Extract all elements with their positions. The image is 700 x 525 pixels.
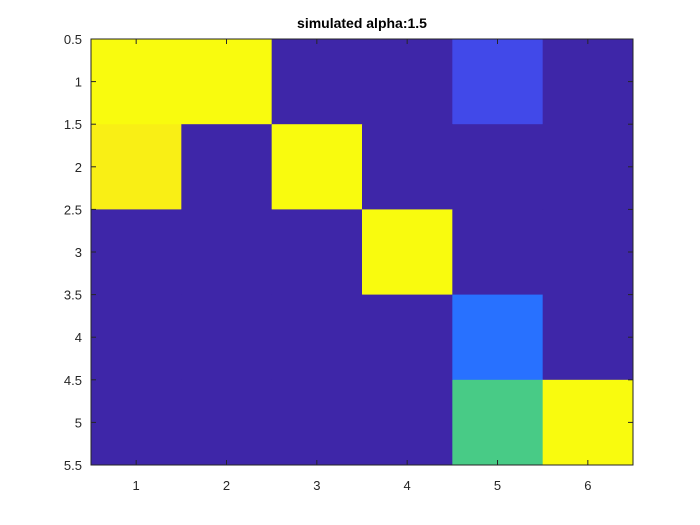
heatmap-cell-r2-c3	[271, 124, 363, 210]
heatmap-cell-r2-c6	[542, 124, 634, 210]
heatmap-cell-r3-c4	[362, 209, 453, 296]
heatmap-cell-r1-c6	[542, 39, 634, 125]
x-tick-label: 2	[223, 478, 230, 493]
heatmap-cell-r4-c2	[181, 294, 273, 381]
y-tick-label: 1.5	[64, 117, 82, 132]
heatmap-cell-r5-c1	[91, 379, 182, 466]
heatmap-cell-r4-c4	[362, 294, 453, 381]
heatmap-cells	[91, 39, 634, 466]
y-tick-label: 2.5	[64, 202, 82, 217]
x-tick-label: 5	[494, 478, 501, 493]
y-tick-label: 3.5	[64, 288, 82, 303]
heatmap-cell-r2-c2	[181, 124, 273, 210]
y-tick-label: 5	[75, 415, 82, 430]
heatmap-cell-r1-c2	[181, 39, 273, 125]
heatmap-cell-r3-c6	[542, 209, 634, 296]
heatmap-cell-r3-c1	[91, 209, 182, 296]
heatmap-cell-r1-c3	[271, 39, 363, 125]
y-tick-label: 4.5	[64, 373, 82, 388]
x-tick-label: 1	[133, 478, 140, 493]
heatmap-cell-r4-c6	[542, 294, 634, 381]
y-tick-label: 5.5	[64, 458, 82, 473]
heatmap-cell-r5-c4	[362, 379, 453, 466]
chart-title: simulated alpha:1.5	[297, 15, 427, 31]
heatmap-cell-r3-c2	[181, 209, 273, 296]
x-tick-label: 4	[404, 478, 411, 493]
y-tick-label: 2	[75, 160, 82, 175]
heatmap-cell-r4-c5	[452, 294, 544, 381]
heatmap-cell-r5-c2	[181, 379, 273, 466]
y-axis-ticks: 0.5 1 1.5 2 2.5 3 3.5 4 4.5 5 5.5	[64, 32, 633, 473]
heatmap-cell-r1-c4	[362, 39, 453, 125]
y-tick-label: 1	[75, 75, 82, 90]
heatmap-cell-r2-c5	[452, 124, 544, 210]
heatmap-cell-r3-c5	[452, 209, 544, 296]
heatmap-cell-r2-c4	[362, 124, 453, 210]
x-tick-label: 3	[313, 478, 320, 493]
heatmap-cell-r2-c1	[91, 124, 182, 210]
x-tick-label: 6	[584, 478, 591, 493]
heatmap-cell-r5-c5	[452, 379, 544, 466]
heatmap-cell-r1-c5	[452, 39, 544, 125]
heatmap-cell-r5-c6	[542, 379, 634, 466]
y-tick-label: 0.5	[64, 32, 82, 47]
heatmap-cell-r1-c1	[91, 39, 182, 125]
heatmap-cell-r4-c1	[91, 294, 182, 381]
heatmap-cell-r3-c3	[271, 209, 363, 296]
heatmap-cell-r5-c3	[271, 379, 363, 466]
y-tick-label: 4	[75, 330, 82, 345]
heatmap-cell-r4-c3	[271, 294, 363, 381]
y-tick-label: 3	[75, 245, 82, 260]
x-axis-ticks: 1 2 3 4 5 6	[133, 39, 591, 493]
